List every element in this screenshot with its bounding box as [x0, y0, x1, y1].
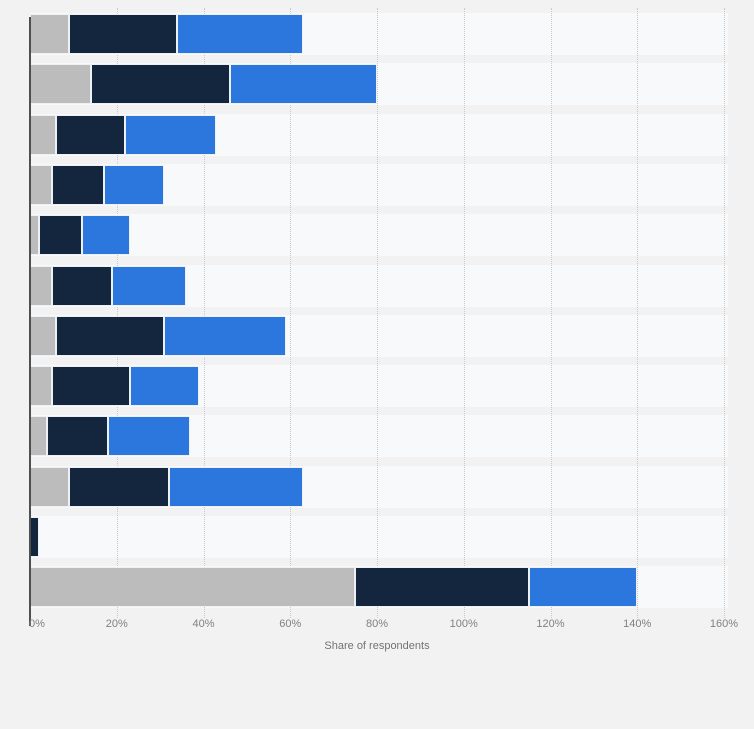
bar-segment-gray: [30, 315, 57, 356]
stacked-bar: [30, 416, 191, 457]
gridline: [724, 8, 725, 618]
bar-segment-blue: [108, 416, 191, 457]
stacked-bar: [30, 315, 286, 356]
x-axis-tick-label: 160%: [709, 618, 739, 630]
bar-segment-dark-blue: [51, 164, 104, 205]
bar-segment-dark-blue: [47, 416, 109, 457]
stacked-bar: [30, 466, 304, 507]
bar-segment-blue: [129, 366, 200, 407]
bar-row: [30, 110, 728, 160]
x-axis-tick-label: 80%: [365, 618, 389, 630]
row-background-band: [30, 214, 728, 257]
bar-segment-blue: [125, 114, 217, 155]
bar-segment-blue: [82, 215, 130, 256]
bar-segment-gray: [30, 64, 91, 105]
bar-segment-gray: [30, 14, 70, 54]
bar-segment-gray: [30, 416, 48, 457]
stacked-bar: [30, 265, 187, 306]
bar-segment-blue: [164, 315, 286, 356]
x-axis-tick-label: 0%: [29, 618, 45, 630]
row-background-band: [30, 516, 728, 558]
stacked-bar: [30, 164, 165, 205]
bar-segment-gray: [30, 265, 52, 306]
stacked-bar: [30, 114, 217, 155]
stacked-bar: [30, 215, 130, 256]
bar-segment-dark-blue: [51, 366, 130, 407]
x-axis-tick-label: 60%: [279, 618, 302, 630]
bar-row: [30, 562, 728, 612]
stacked-bar: [30, 366, 200, 407]
bar-row: [30, 261, 728, 311]
bar-segment-dark-blue: [69, 14, 178, 54]
bar-segment-gray: [30, 215, 39, 256]
stacked-bar: [30, 64, 377, 105]
gridline: [203, 8, 205, 618]
stacked-bar: [30, 567, 638, 608]
bar-row: [30, 411, 728, 461]
bar-segment-gray: [30, 466, 70, 507]
bar-segment-dark-blue: [56, 315, 165, 356]
bar-segment-blue: [177, 14, 304, 54]
bar-segment-dark-blue: [90, 64, 230, 105]
x-axis-tick-label: 140%: [623, 618, 652, 630]
bar-segment-dark-blue: [56, 114, 126, 155]
x-axis-title: Share of respondents: [324, 640, 430, 652]
bar-segment-gray: [30, 164, 52, 205]
bar-segment-dark-blue: [51, 265, 113, 306]
bar-segment-blue: [229, 64, 377, 105]
gridline: [116, 8, 118, 618]
gridline: [377, 8, 378, 618]
bar-segment-gray: [30, 114, 57, 155]
bar-segment-dark-blue: [69, 466, 169, 507]
bar-row: [30, 9, 728, 59]
bar-segment-dark-blue: [38, 215, 83, 256]
bar-segment-blue: [168, 466, 304, 507]
x-axis-tick-label: 120%: [536, 618, 565, 630]
bar-segment-dark-blue: [30, 517, 39, 557]
bar-row: [30, 210, 728, 260]
bar-row: [30, 512, 728, 562]
bar-segment-gray: [30, 366, 52, 407]
bar-row: [30, 59, 728, 109]
bar-segment-dark-blue: [355, 567, 529, 608]
x-axis-tick-label: 20%: [105, 618, 128, 630]
stacked-bar: [30, 517, 39, 557]
gridline: [550, 8, 552, 618]
bar-row: [30, 311, 728, 361]
bar-row: [30, 462, 728, 512]
gridline: [463, 8, 465, 618]
bar-row: [30, 361, 728, 411]
gridline: [637, 8, 639, 618]
y-axis-line: [29, 17, 31, 626]
bar-segment-blue: [112, 265, 187, 306]
x-axis-tick-label: 100%: [449, 618, 478, 630]
bar-segment-blue: [528, 567, 638, 608]
gridline: [290, 8, 292, 618]
stacked-bar: [30, 14, 304, 54]
bar-segment-blue: [103, 164, 165, 205]
bar-row: [30, 160, 728, 210]
x-axis-tick-label: 40%: [192, 618, 215, 630]
plot-area: [0, 8, 754, 626]
bar-segment-gray: [30, 567, 356, 608]
